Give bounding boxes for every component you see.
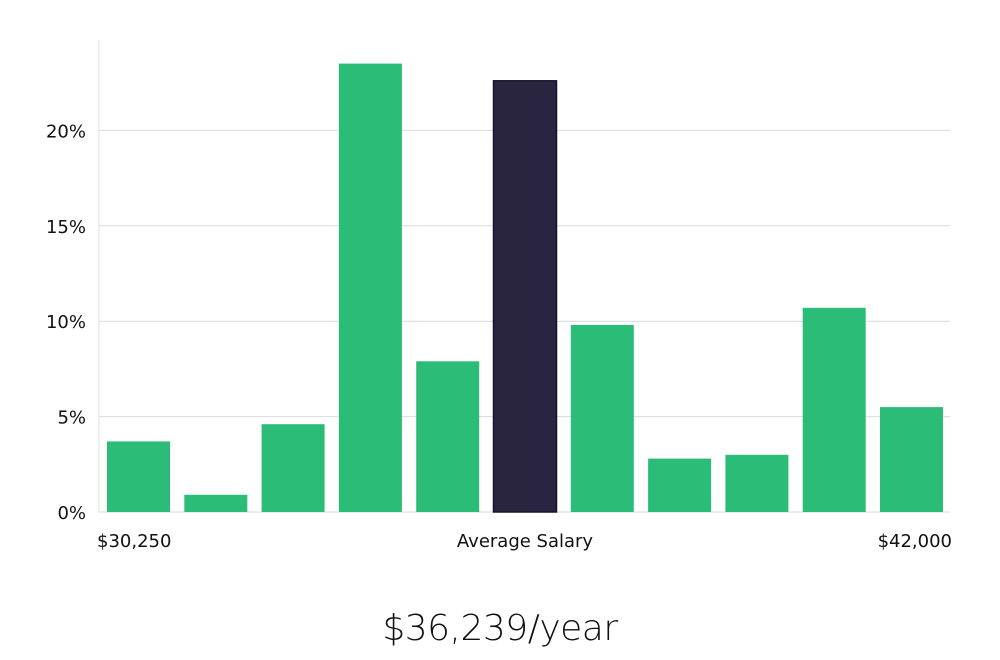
x-end-label: $42,000 — [878, 531, 952, 552]
x-start-label: $30,250 — [97, 531, 171, 552]
bar — [338, 63, 402, 512]
bar — [648, 458, 712, 512]
bar — [802, 307, 866, 512]
y-tick-label: 20% — [46, 121, 86, 142]
bar — [184, 494, 248, 512]
x-axis-label: Average Salary — [457, 531, 594, 552]
bar — [261, 424, 325, 512]
y-tick-label: 0% — [57, 503, 86, 524]
bars — [107, 63, 943, 513]
bar — [416, 361, 480, 512]
bar — [880, 407, 943, 512]
average-salary-value: $36,239/year — [382, 608, 618, 649]
bar — [725, 454, 789, 512]
bar — [570, 325, 634, 512]
bar-average-salary — [492, 80, 558, 513]
salary-histogram: 0% 5% 10% 15% 20% $30,250 Average Salary $42… — [46, 40, 952, 552]
bar — [107, 441, 170, 512]
y-tick-label: 15% — [46, 217, 86, 238]
y-tick-labels: 0% 5% 10% 15% 20% — [46, 121, 86, 524]
y-tick-label: 10% — [46, 312, 86, 333]
y-tick-label: 5% — [57, 408, 86, 429]
